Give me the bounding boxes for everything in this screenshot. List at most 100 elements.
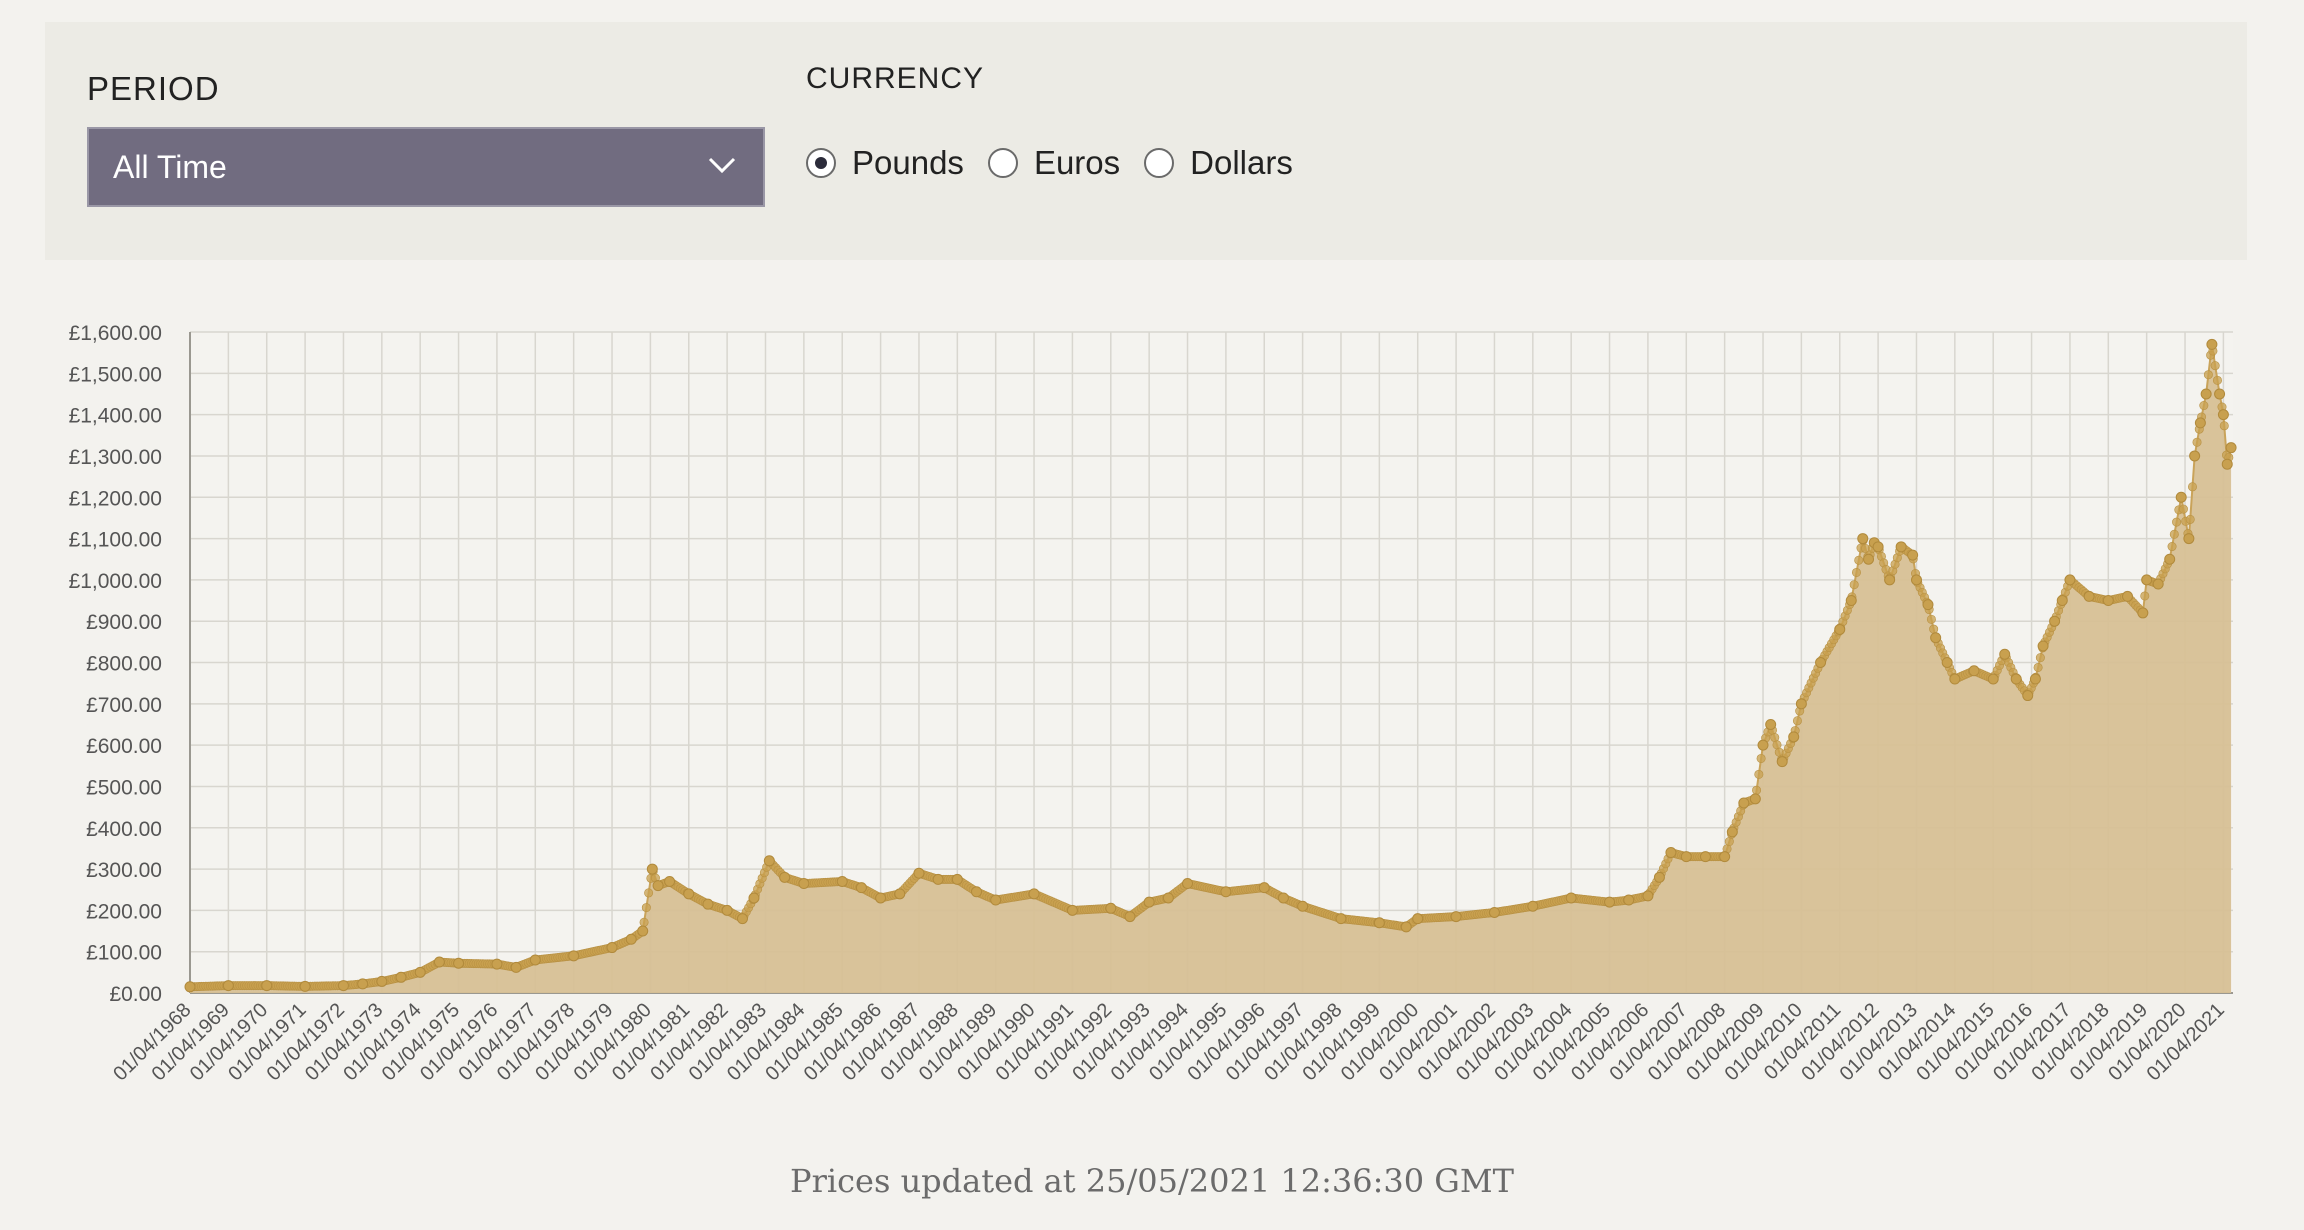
- data-point: [664, 875, 676, 887]
- data-point: [1968, 665, 1980, 677]
- series-point: [1849, 580, 1859, 590]
- data-point: [1999, 648, 2011, 660]
- data-point: [299, 980, 311, 992]
- data-point: [606, 942, 618, 954]
- series-area: [190, 344, 2232, 993]
- data-point: [951, 873, 963, 885]
- data-point: [1987, 673, 1999, 685]
- series-point: [2212, 375, 2222, 385]
- data-point: [932, 873, 944, 885]
- series-point: [1752, 785, 1762, 795]
- radio-dollars[interactable]: Dollars: [1144, 144, 1293, 182]
- data-point: [2189, 450, 2201, 462]
- data-point: [836, 875, 848, 887]
- series-point: [2033, 662, 2043, 672]
- period-select-value: All Time: [113, 148, 227, 185]
- data-point: [1949, 673, 1961, 685]
- series-point: [2172, 517, 2182, 527]
- series-point: [1792, 716, 1802, 726]
- radio-circle-dollars[interactable]: [1144, 148, 1175, 178]
- data-point: [2029, 673, 2041, 685]
- data-point: [2022, 690, 2034, 702]
- data-point: [1872, 541, 1884, 553]
- data-point: [1527, 900, 1539, 912]
- data-point: [1776, 756, 1788, 768]
- radio-pounds[interactable]: Pounds: [806, 144, 964, 182]
- data-point: [2200, 388, 2212, 400]
- series-point: [2199, 401, 2209, 411]
- data-point: [1845, 595, 1857, 607]
- series-point: [1851, 567, 1861, 577]
- data-point: [453, 957, 465, 969]
- radio-circle-euros[interactable]: [987, 148, 1018, 178]
- data-point: [2121, 590, 2133, 602]
- data-point: [625, 933, 637, 945]
- data-point: [1863, 553, 1875, 565]
- data-point: [1738, 797, 1750, 809]
- data-point: [491, 958, 503, 970]
- radio-euros[interactable]: Euros: [987, 144, 1120, 182]
- series-point: [639, 917, 649, 927]
- data-point: [1028, 888, 1040, 900]
- data-point: [1680, 851, 1692, 863]
- period-select[interactable]: All Time: [87, 127, 765, 207]
- data-point: [2102, 595, 2114, 607]
- data-point: [1412, 913, 1424, 925]
- data-point: [2064, 574, 2076, 586]
- data-point: [1162, 892, 1174, 904]
- y-tick-label: £1,300.00: [69, 446, 162, 469]
- data-point: [1373, 917, 1385, 929]
- data-point: [568, 950, 580, 962]
- data-point: [763, 855, 775, 867]
- data-point: [1788, 731, 1800, 743]
- y-tick-label: £1,400.00: [69, 405, 162, 428]
- data-point: [2083, 590, 2095, 602]
- data-point: [1699, 851, 1711, 863]
- y-tick-label: £200.00: [86, 900, 162, 923]
- series-point: [1854, 555, 1864, 565]
- y-tick-label: £500.00: [86, 776, 162, 799]
- chevron-down-icon: [708, 157, 736, 174]
- data-point: [2221, 458, 2233, 470]
- data-point: [736, 913, 748, 925]
- data-point: [2206, 338, 2218, 350]
- series-point: [2035, 653, 2045, 663]
- data-point: [510, 961, 522, 973]
- series-point: [1754, 769, 1764, 779]
- filter-panel: PERIOD All Time CURRENCY Pounds Euros Do…: [45, 22, 2247, 260]
- data-point: [2056, 595, 2068, 607]
- data-point: [2152, 578, 2164, 590]
- data-point: [990, 894, 1002, 906]
- series-point: [2169, 529, 2179, 539]
- data-point: [646, 863, 658, 875]
- data-point: [894, 888, 906, 900]
- y-tick-label: £800.00: [86, 653, 162, 676]
- series-point: [2140, 591, 2150, 601]
- data-point: [529, 954, 541, 966]
- series-point: [1926, 614, 1936, 624]
- data-point: [748, 892, 760, 904]
- radio-label-pounds: Pounds: [852, 144, 964, 181]
- y-tick-label: £900.00: [86, 611, 162, 634]
- data-point: [1765, 718, 1777, 730]
- prices-updated-text: Prices updated at 25/05/2021 12:36:30 GM…: [790, 1162, 1514, 1200]
- data-point: [1220, 886, 1232, 898]
- y-tick-label: £700.00: [86, 694, 162, 717]
- data-point: [1450, 911, 1462, 923]
- data-point: [1642, 890, 1654, 902]
- series-point: [1929, 624, 1939, 634]
- currency-label: CURRENCY: [806, 62, 985, 95]
- data-point: [1400, 921, 1412, 933]
- data-point: [1726, 826, 1738, 838]
- data-point: [1143, 896, 1155, 908]
- data-point: [1857, 533, 1869, 545]
- radio-circle-pounds[interactable]: [806, 148, 836, 178]
- data-point: [222, 980, 234, 992]
- data-point: [2183, 533, 2195, 545]
- series-point: [2187, 482, 2197, 492]
- data-point: [337, 980, 349, 992]
- data-point: [1795, 698, 1807, 710]
- series-point: [2192, 437, 2202, 447]
- data-point: [875, 892, 887, 904]
- data-point: [1884, 574, 1896, 586]
